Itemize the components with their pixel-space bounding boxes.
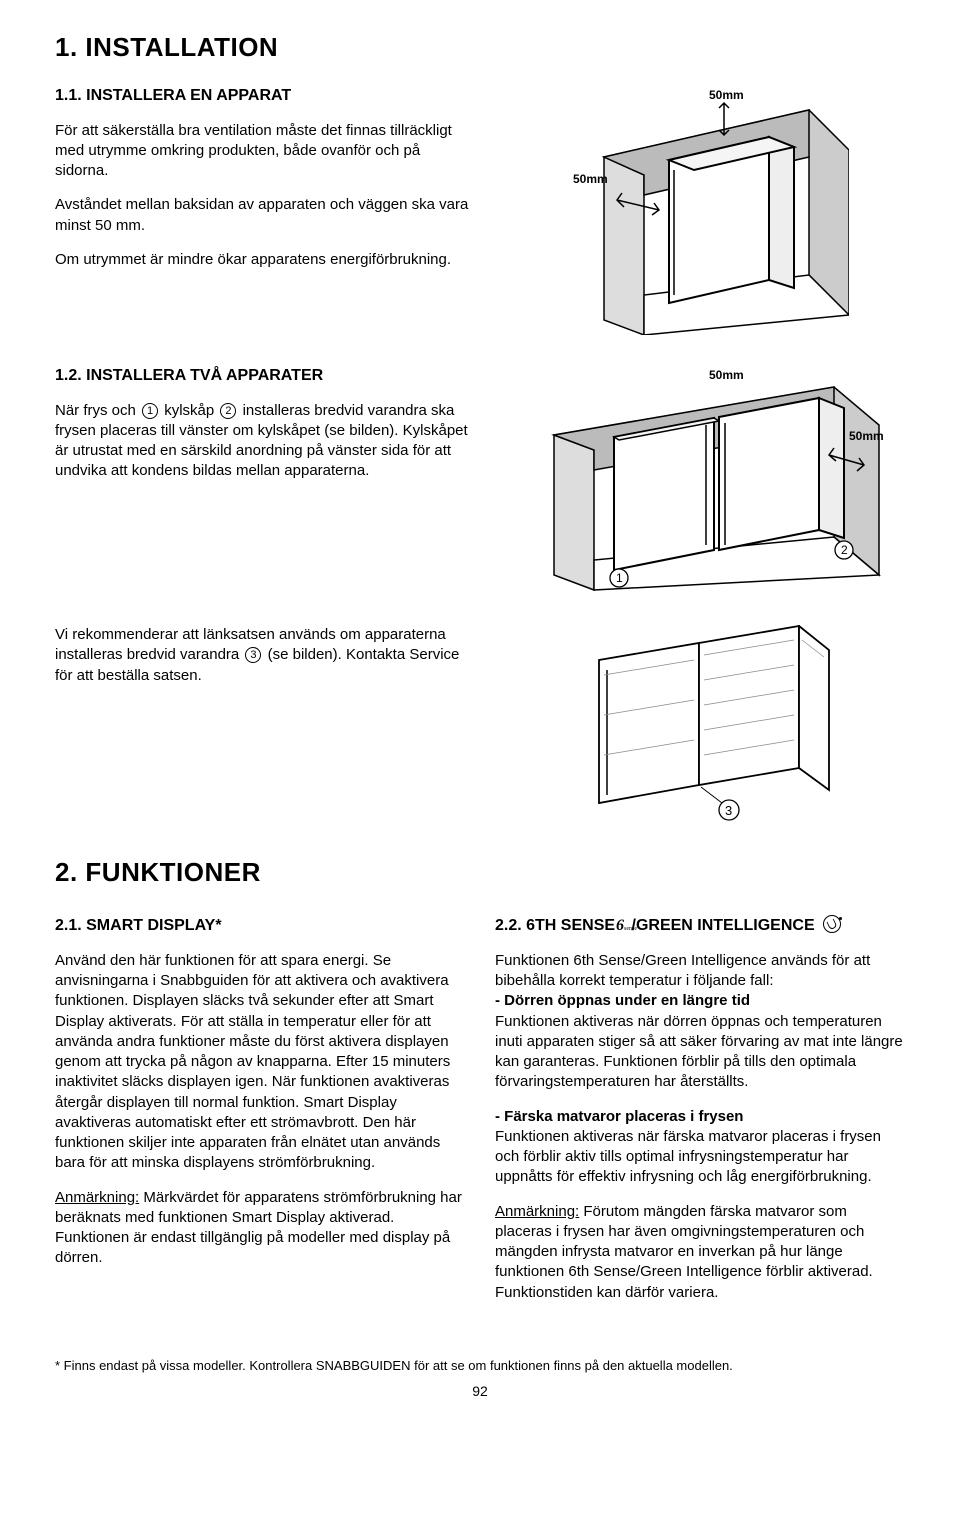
svg-text:50mm: 50mm	[709, 88, 744, 102]
paragraph: - Dörren öppnas under en längre tid	[495, 991, 905, 1011]
paragraph: Anmärkning: Förutom mängden färska matva…	[495, 1202, 905, 1303]
linked-appliances-diagram: 3	[574, 625, 834, 825]
paragraph: Använd den här funktionen för att spara …	[55, 951, 465, 1174]
page-number: 92	[55, 1382, 905, 1401]
sixth-sense-icon: 6	[616, 915, 624, 937]
sub-heading-2-2: 2.2. 6TH SENSE6 /GREEN INTELLIGENCE	[495, 915, 905, 937]
note-label: Anmärkning:	[495, 1203, 579, 1220]
svg-text:2: 2	[841, 543, 848, 557]
main-heading: 1. INSTALLATION	[55, 30, 905, 65]
svg-text:3: 3	[725, 803, 732, 818]
paragraph: Anmärkning: Märkvärdet för apparatens st…	[55, 1188, 465, 1269]
paragraph: Funktionen aktiveras när dörren öppnas o…	[495, 1012, 905, 1093]
sub-heading-2-1: 2.1. SMART DISPLAY*	[55, 915, 465, 937]
sub-heading-1-1: 1.1. INSTALLERA EN APPARAT	[55, 85, 473, 107]
circled-1-icon: 1	[142, 403, 158, 419]
footnote: * Finns endast på vissa modeller. Kontro…	[55, 1357, 905, 1375]
svg-text:1: 1	[616, 571, 623, 585]
circled-2-icon: 2	[220, 403, 236, 419]
paragraph: När frys och 1 kylskåp 2 installeras bre…	[55, 401, 473, 482]
paragraph: Vi rekommenderar att länksatsen används …	[55, 625, 473, 686]
main-heading-2: 2. FUNKTIONER	[55, 855, 905, 890]
paragraph: För att säkerställa bra ventilation måst…	[55, 121, 473, 182]
paragraph: Avståndet mellan baksidan av apparaten o…	[55, 195, 473, 236]
svg-text:50mm: 50mm	[709, 368, 744, 382]
note-label: Anmärkning:	[55, 1189, 139, 1206]
paragraph: Om utrymmet är mindre ökar apparatens en…	[55, 250, 473, 270]
paragraph: - Färska matvaror placeras i frysen	[495, 1107, 905, 1127]
sub-heading-1-2: 1.2. INSTALLERA TVÅ APPARATER	[55, 365, 473, 387]
svg-text:50mm: 50mm	[849, 429, 884, 443]
green-intelligence-icon	[823, 915, 841, 933]
paragraph: Funktionen 6th Sense/Green Intelligence …	[495, 951, 905, 992]
clearance-diagram-single: 50mm 50mm	[559, 85, 849, 335]
svg-text:50mm: 50mm	[573, 172, 608, 186]
paragraph: Funktionen aktiveras när färska matvaror…	[495, 1127, 905, 1188]
clearance-diagram-double: 50mm 50mm 1 2	[524, 365, 884, 595]
circled-3-icon: 3	[245, 647, 261, 663]
